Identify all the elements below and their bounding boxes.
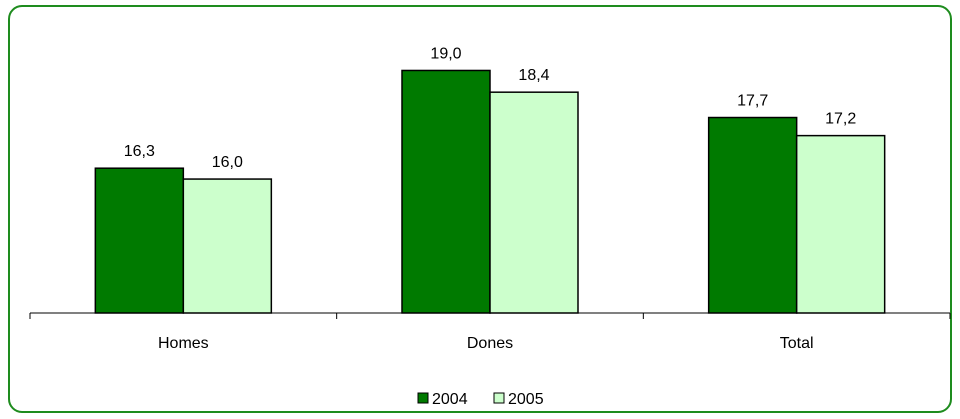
legend-label: 2004	[432, 391, 468, 408]
category-labels: Homes Dones Total	[158, 335, 814, 352]
category-label: Homes	[158, 335, 209, 352]
x-axis-ticks	[29, 313, 951, 319]
value-label: 19,0	[430, 45, 461, 62]
legend-swatch-2004	[417, 392, 429, 404]
bars-layer	[94, 69, 886, 314]
value-label: 16,3	[124, 143, 155, 160]
legend-label: 2005	[508, 391, 544, 408]
bar-total-2004	[707, 116, 798, 314]
legend: 2004 2005	[417, 391, 544, 408]
bar-homes-2005	[182, 178, 273, 314]
value-label: 16,0	[212, 154, 243, 171]
bar-dones-2005	[489, 91, 579, 314]
category-label: Total	[780, 335, 814, 352]
bar-dones-2004	[401, 69, 491, 314]
value-label: 17,2	[825, 111, 856, 128]
value-label: 17,7	[737, 93, 768, 110]
value-label: 18,4	[518, 67, 549, 84]
bar-total-2005	[795, 134, 886, 314]
value-labels: 16,3 16,0 19,0 18,4 17,7 17,2	[124, 45, 857, 171]
legend-swatch-2005	[493, 392, 505, 404]
category-label: Dones	[467, 335, 513, 352]
bar-homes-2004	[94, 167, 185, 314]
